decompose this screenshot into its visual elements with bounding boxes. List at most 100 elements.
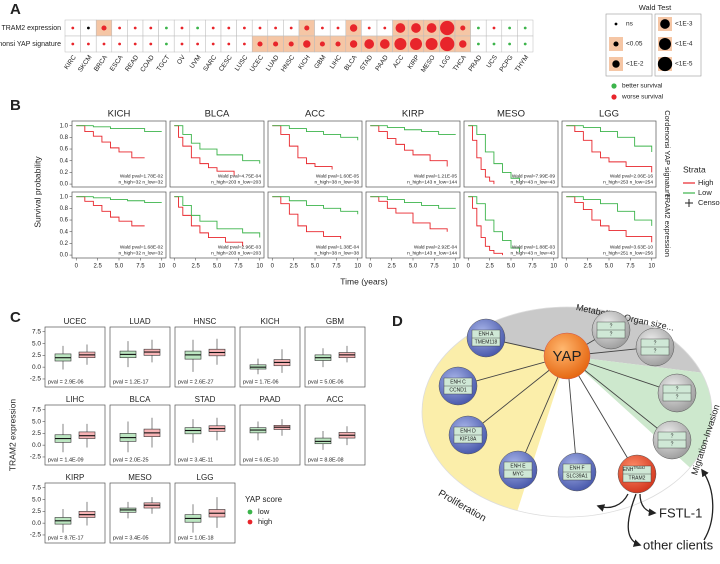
outer-ring: [421, 306, 713, 518]
dot: [394, 38, 407, 50]
dot: [411, 23, 421, 33]
survival-curve: [174, 125, 261, 164]
survival-curve: [566, 125, 653, 173]
dot: [243, 42, 246, 46]
n-label: n_high=143 n_low=144: [407, 179, 457, 185]
survival-curve: [174, 196, 261, 238]
column-label: COAD: [139, 54, 156, 74]
pval-label: pval = 2.0E-25: [113, 457, 149, 463]
legend-title: Strata: [683, 164, 706, 174]
panel-title: KIRP: [402, 109, 424, 120]
legend-label: worse survival: [621, 94, 664, 101]
plot-frame: [44, 326, 106, 388]
censor-glyph: [685, 199, 693, 207]
y-tick-label: 1.0: [60, 123, 69, 129]
y-tick-label: 7.5: [32, 328, 41, 335]
panel-label: A: [10, 1, 21, 18]
x-tick-label: 10: [648, 264, 655, 270]
legend-label: low: [258, 507, 270, 516]
n-label: n_high=38 n_low=38: [314, 179, 359, 185]
y-tick-label: 0.2: [60, 241, 69, 247]
survival-curve: [370, 125, 456, 135]
pval-label: Wald pval=2.92E-04: [414, 244, 457, 250]
panel-label: D: [392, 313, 403, 330]
arrow: [701, 468, 714, 541]
legend-title: Wald Test: [639, 3, 672, 12]
pval-label: Wald pval=1.21E-05: [414, 173, 457, 179]
y-tick-label: -2.5: [30, 376, 42, 383]
n-label: n_high=32 n_low=32: [118, 179, 163, 185]
column-label: CESC: [218, 54, 234, 73]
yap-node: [543, 332, 591, 380]
y-tick-label: -2.5: [30, 532, 42, 539]
gene-label: KIF18A: [460, 436, 477, 442]
enhancer-label: ENH D: [460, 428, 476, 434]
dot: [523, 42, 527, 46]
column-label: PAAD: [374, 54, 390, 72]
plot-frame: [561, 191, 657, 259]
column-label: SKCM: [77, 54, 94, 73]
dot: [87, 26, 90, 30]
y-tick-label: 0.6: [60, 147, 69, 153]
unknown-label: ?: [654, 348, 657, 354]
column-label: MESO: [420, 54, 437, 74]
survival-curve: [566, 196, 653, 226]
dot: [258, 26, 262, 30]
dot: [289, 26, 293, 30]
column-label: LIHC: [329, 54, 343, 70]
pval-label: pval = 5.0E-06: [308, 379, 344, 385]
x-tick-label: 5.0: [115, 264, 124, 270]
dot: [459, 40, 467, 48]
x-tick-label: 0: [565, 264, 569, 270]
dot: [227, 26, 231, 30]
x-tick-label: 2.5: [93, 264, 102, 270]
panel-title: ACC: [305, 109, 325, 120]
survival-curve: [566, 196, 653, 243]
arrow: [627, 493, 642, 547]
y-tick-label: 0.4: [60, 158, 69, 164]
plot-frame: [109, 482, 171, 544]
n-label: n_high=43 n_low=43: [510, 250, 555, 256]
legend-label: <0.05: [626, 41, 643, 48]
dot: [180, 42, 184, 46]
legend-dot: [614, 22, 618, 26]
y-tick-label: 1.0: [60, 194, 69, 200]
x-tick-label: 7.5: [136, 264, 145, 270]
column-label: OV: [176, 54, 188, 66]
enhancer-label: ENH A: [478, 331, 494, 337]
survival-curve: [370, 196, 448, 232]
x-tick-label: 10: [550, 264, 557, 270]
gene-label: TRAM2: [629, 475, 646, 481]
dot: [133, 26, 137, 30]
y-tick-label: 0.6: [60, 218, 69, 224]
dot: [349, 24, 358, 32]
x-tick-label: 0: [271, 264, 275, 270]
dot: [508, 42, 511, 46]
y-axis-title: TRAM2 expression: [7, 399, 17, 472]
survival-curve: [76, 125, 162, 132]
plot-frame: [44, 404, 106, 466]
x-tick-label: 5.0: [409, 264, 418, 270]
y-tick-label: 0.2: [60, 170, 69, 176]
survival-curve: [468, 196, 520, 253]
column-label: KICH: [297, 54, 312, 71]
x-tick-label: 5.0: [311, 264, 320, 270]
y-tick-label: 2.5: [32, 430, 41, 437]
legend-dot: [657, 56, 673, 72]
column-label: KIRP: [407, 54, 421, 70]
survival-curve: [272, 196, 342, 239]
plot-frame: [71, 191, 167, 259]
legend-dot: [611, 94, 617, 100]
unknown-label: ?: [610, 323, 613, 329]
legend-label: Low: [698, 188, 712, 197]
legend-label: ns: [626, 21, 634, 28]
pval-label: pval = 1.7E-06: [243, 379, 279, 385]
column-label: UCS: [485, 54, 499, 70]
legend-dot: [611, 83, 617, 89]
survival-curve: [468, 125, 520, 182]
y-tick-label: 5.0: [32, 496, 41, 503]
enhancer-superscript: TRAM2: [633, 466, 645, 470]
x-tick-label: 5.0: [213, 264, 222, 270]
x-tick-label: 7.5: [626, 264, 635, 270]
legend-title: YAP score: [245, 495, 283, 504]
